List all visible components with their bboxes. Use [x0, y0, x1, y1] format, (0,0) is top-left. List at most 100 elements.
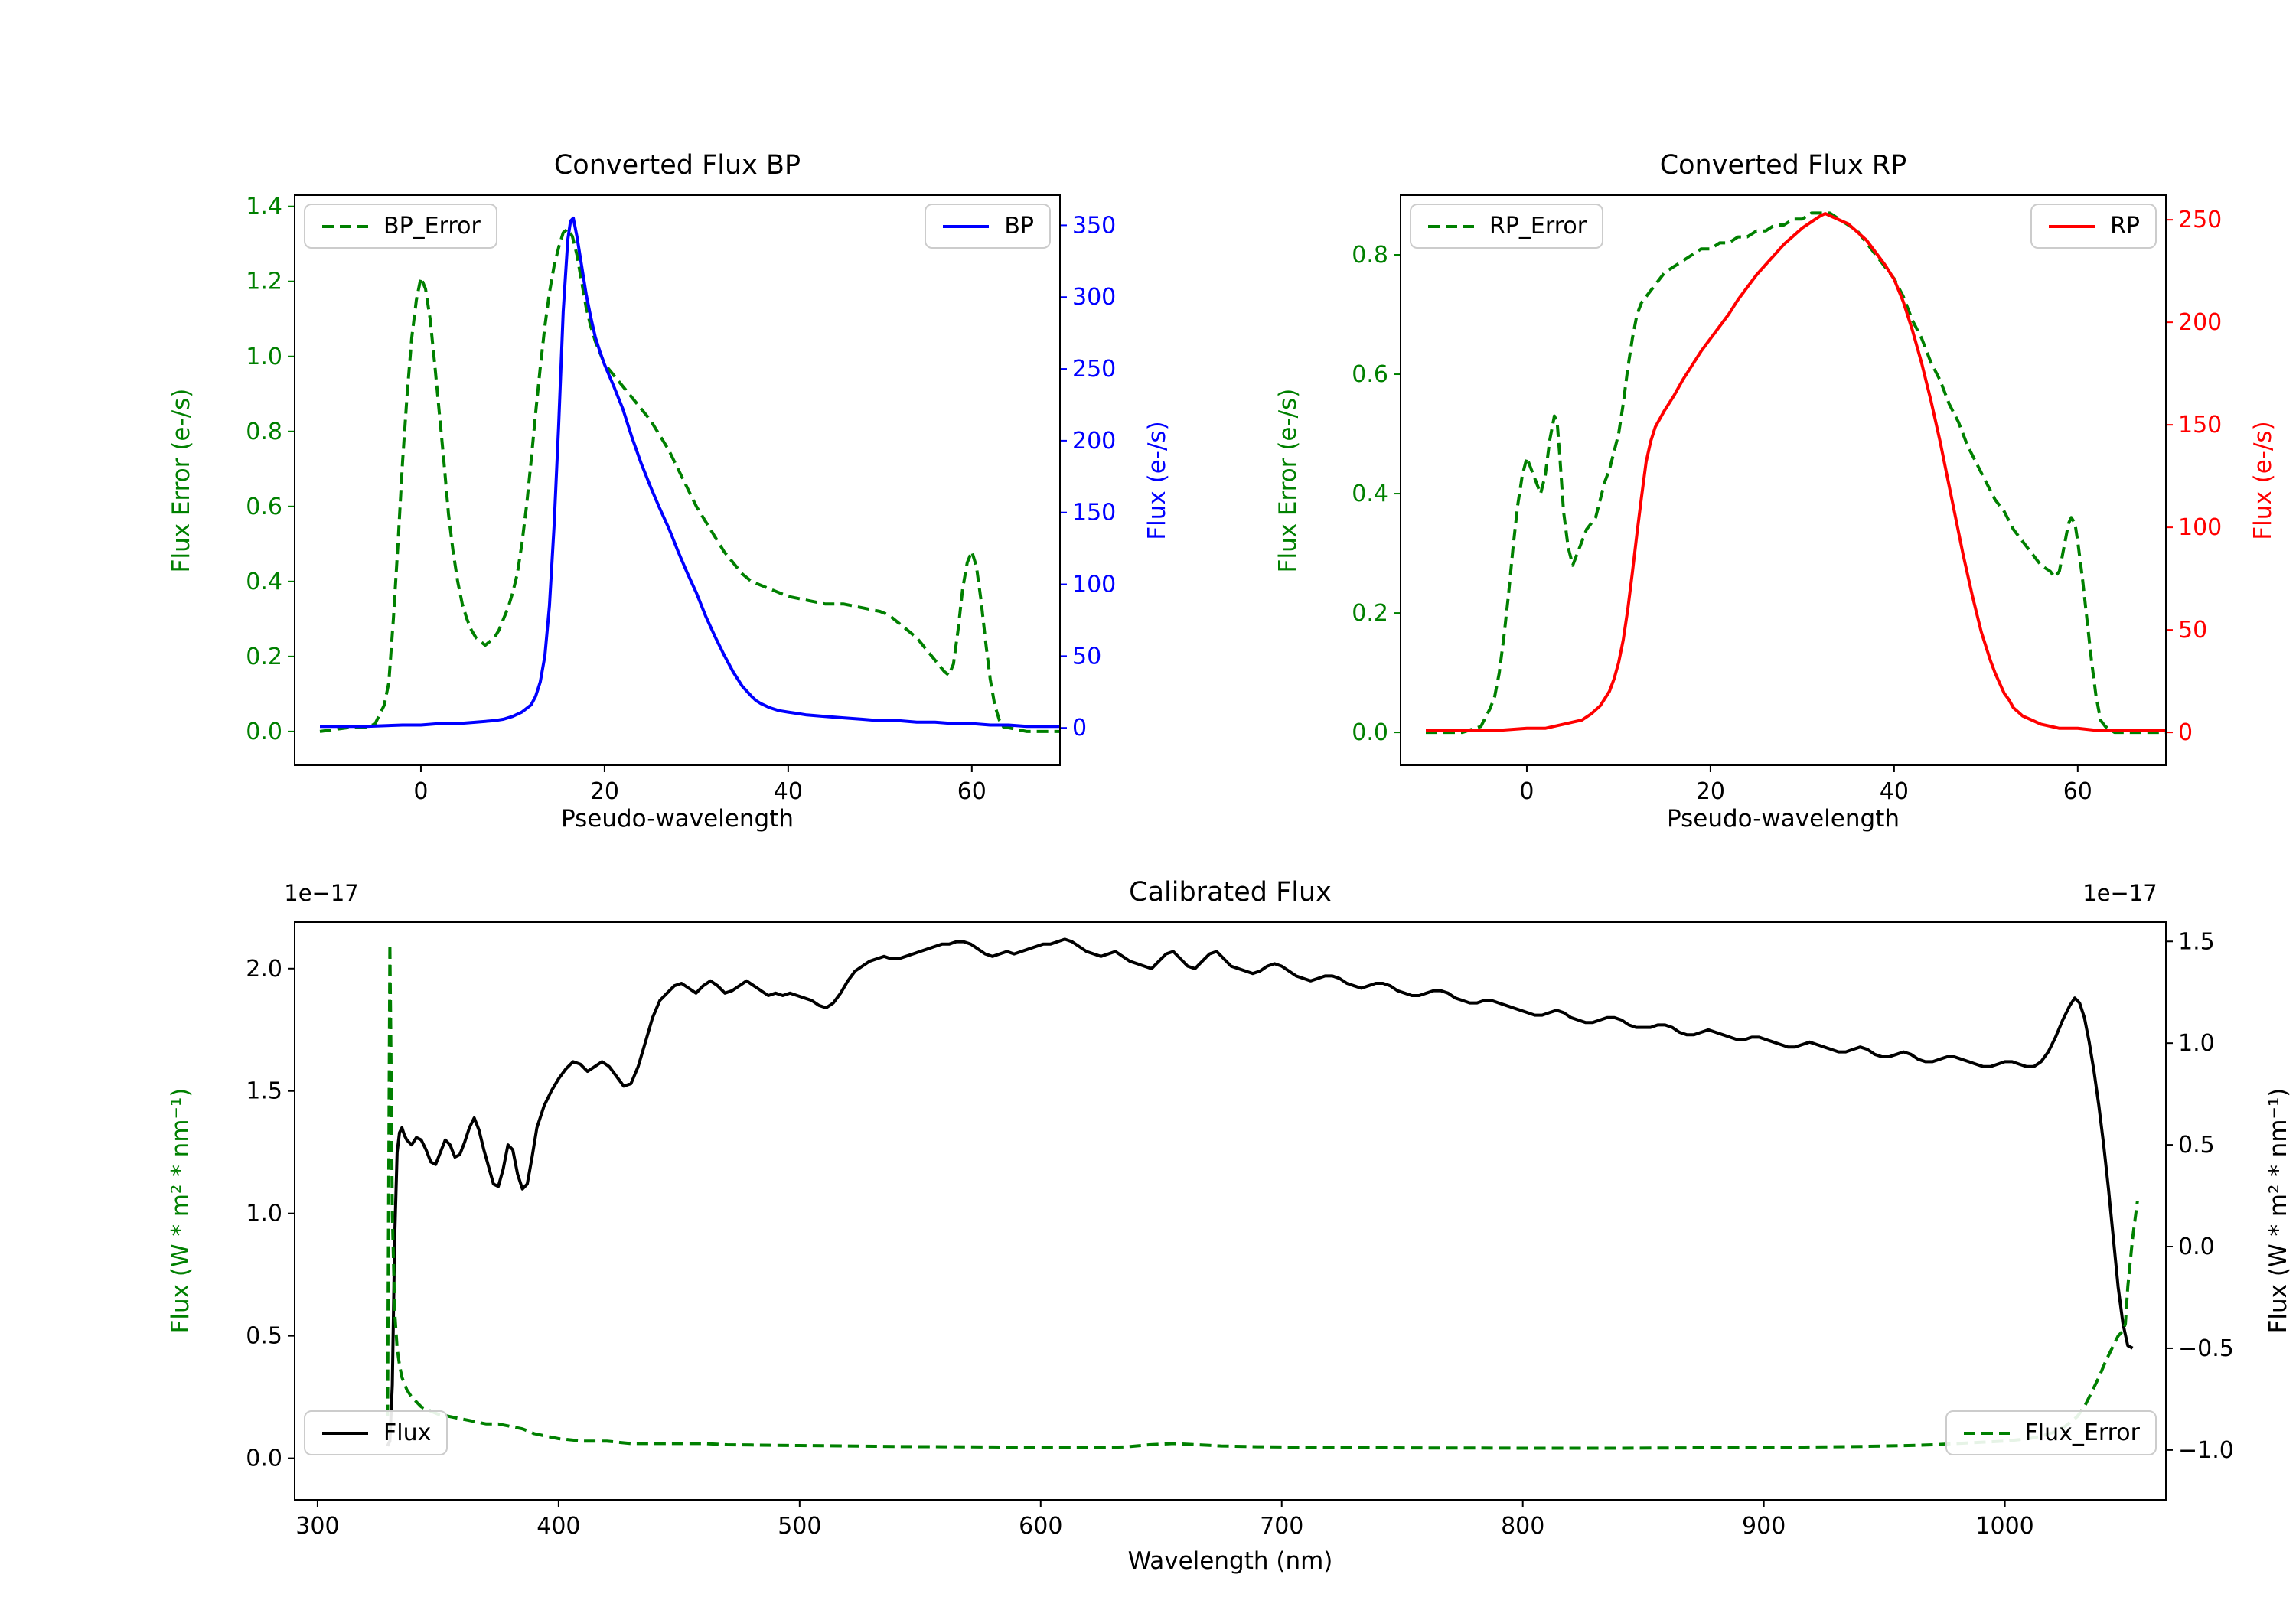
x-tick-label: 500 — [778, 1513, 821, 1540]
rp-error-legend-line-icon — [1428, 224, 1474, 228]
y-tick-label-left: 0.5 — [246, 1323, 282, 1350]
legend-label-rp-error: RP_Error — [1489, 213, 1587, 240]
y-tick-label-left: 0.6 — [246, 494, 282, 520]
y-tick-label-right: 1.5 — [2178, 928, 2215, 955]
x-tick-label: 0 — [1519, 778, 1534, 805]
bp-error-legend-line-icon — [322, 224, 368, 228]
y-tick-label-left: 0.2 — [246, 644, 282, 670]
bp-legend-line-icon — [943, 224, 990, 228]
calibrated-chart-title: Calibrated Flux — [1129, 877, 1332, 908]
calibrated-plot-frame — [294, 921, 2167, 1501]
x-tick-label: 40 — [774, 778, 803, 805]
rp-left-yaxis-label: Flux Error (e-/s) — [1274, 388, 1302, 573]
y-tick-label-right: 150 — [1072, 500, 1116, 526]
rp-plot-frame — [1400, 194, 2167, 766]
bp-axes: 0 20 40 60 0.0 0.2 0.4 0.6 0.8 1.0 1.2 1.4 0 50 100 150… — [246, 194, 1116, 805]
y-tick-label-left: 0.8 — [246, 419, 282, 445]
legend-bp: BP — [925, 204, 1051, 249]
series-Flux — [386, 937, 2134, 1447]
y-tick-label-right: −0.5 — [2178, 1335, 2234, 1362]
y-tick-label-right: −1.0 — [2178, 1437, 2234, 1464]
y-tick-label-left: 0.6 — [1352, 361, 1388, 388]
y-tick-label-right: 100 — [1072, 572, 1116, 598]
legend-rp: RP — [2030, 204, 2157, 249]
x-tick-label: 900 — [1742, 1513, 1786, 1540]
y-tick-label-right: 50 — [1072, 643, 1101, 670]
x-tick-label: 600 — [1019, 1513, 1062, 1540]
series-RP — [1426, 212, 2166, 732]
flux-legend-line-icon — [322, 1431, 368, 1435]
rp-legend-line-icon — [2049, 224, 2095, 228]
y-tick-label-right: 250 — [2178, 207, 2222, 233]
x-tick-label: 60 — [957, 778, 987, 805]
bp-plot-frame — [294, 194, 1061, 766]
series-BP_Error — [319, 227, 1060, 733]
y-tick-label-left: 1.0 — [246, 344, 282, 370]
legend-bp-error: BP_Error — [304, 204, 497, 249]
y-tick-label-right: 0.0 — [2178, 1234, 2215, 1260]
y-tick-label-right: 250 — [1072, 356, 1116, 383]
rp-axes: 0 20 40 60 0.0 0.2 0.4 0.6 0.8 0 50 100 150 200 250 — [1352, 194, 2222, 805]
right-axis-offset-text: 1e−17 — [2082, 880, 2157, 906]
flux-error-legend-line-icon — [1963, 1431, 2010, 1435]
y-tick-label-left: 0.4 — [246, 569, 282, 595]
rp-xaxis-label: Pseudo-wavelength — [1666, 805, 1900, 833]
y-tick-label-right: 100 — [2178, 514, 2222, 541]
y-tick-label-right: 200 — [2178, 309, 2222, 336]
bp-chart-title: Converted Flux BP — [553, 150, 801, 181]
y-tick-label-right: 0.5 — [2178, 1132, 2215, 1159]
x-tick-label: 60 — [2063, 778, 2092, 805]
y-tick-label-right: 200 — [1072, 428, 1116, 455]
x-tick-label: 20 — [1696, 778, 1725, 805]
series-Flux_Error — [386, 942, 2139, 1450]
y-tick-label-left: 0.0 — [246, 719, 282, 745]
x-tick-label: 300 — [295, 1513, 339, 1540]
y-tick-label-left: 1.0 — [246, 1201, 282, 1227]
bp-series-group — [319, 217, 1060, 733]
y-tick-label-right: 1.0 — [2178, 1030, 2215, 1057]
x-tick-label: 0 — [413, 778, 428, 805]
x-tick-label: 700 — [1260, 1513, 1303, 1540]
x-tick-label: 400 — [536, 1513, 580, 1540]
x-tick-label: 800 — [1501, 1513, 1544, 1540]
bp-right-yaxis-label: Flux (e-/s) — [1143, 421, 1171, 540]
series-RP_Error — [1426, 211, 2166, 735]
y-tick-label-right: 350 — [1072, 212, 1116, 239]
y-tick-label-right: 0 — [2178, 719, 2193, 746]
y-tick-label-right: 300 — [1072, 284, 1116, 311]
legend-flux-error: Flux_Error — [1945, 1410, 2157, 1455]
legend-label-bp: BP — [1004, 213, 1034, 240]
legend-flux: Flux — [304, 1410, 448, 1455]
bp-xaxis-label: Pseudo-wavelength — [560, 805, 794, 833]
bp-left-yaxis-label: Flux Error (e-/s) — [168, 388, 195, 573]
y-tick-label-left: 0.8 — [1352, 242, 1388, 269]
rp-right-yaxis-label: Flux (e-/s) — [2249, 421, 2277, 540]
calibrated-series-group — [386, 937, 2139, 1450]
legend-label-flux: Flux — [383, 1420, 432, 1446]
y-tick-label-right: 50 — [2178, 617, 2207, 644]
calibrated-axes: 300 400 500 600 700 800 900 1000 0.0 0.5 1.0 1.5 2.0… — [246, 921, 2234, 1540]
y-tick-label-left: 0.0 — [1352, 719, 1388, 746]
calibrated-xaxis-label: Wavelength (nm) — [1127, 1547, 1333, 1575]
x-tick-label: 20 — [590, 778, 619, 805]
y-tick-label-left: 1.2 — [246, 269, 282, 295]
calibrated-left-yaxis-label: Flux (W * m² * nm⁻¹) — [167, 1087, 194, 1334]
legend-label-flux-error: Flux_Error — [2024, 1420, 2140, 1446]
legend-label-rp: RP — [2110, 213, 2140, 240]
x-tick-label: 40 — [1880, 778, 1909, 805]
y-tick-label-left: 0.4 — [1352, 481, 1388, 507]
y-tick-label-left: 0.0 — [246, 1446, 282, 1472]
y-tick-label-left: 0.2 — [1352, 600, 1388, 627]
rp-chart-title: Converted Flux RP — [1659, 150, 1907, 181]
series-BP — [320, 217, 1060, 729]
y-tick-label-right: 150 — [2178, 412, 2222, 438]
y-tick-label-left: 1.5 — [246, 1078, 282, 1105]
legend-label-bp-error: BP_Error — [383, 213, 481, 240]
y-tick-label-left: 2.0 — [246, 956, 282, 983]
x-tick-label: 1000 — [1975, 1513, 2033, 1540]
rp-series-group — [1426, 211, 2166, 735]
left-axis-offset-text: 1e−17 — [284, 880, 359, 906]
calibrated-right-yaxis-label: Flux (W * m² * nm⁻¹) — [2265, 1087, 2292, 1334]
